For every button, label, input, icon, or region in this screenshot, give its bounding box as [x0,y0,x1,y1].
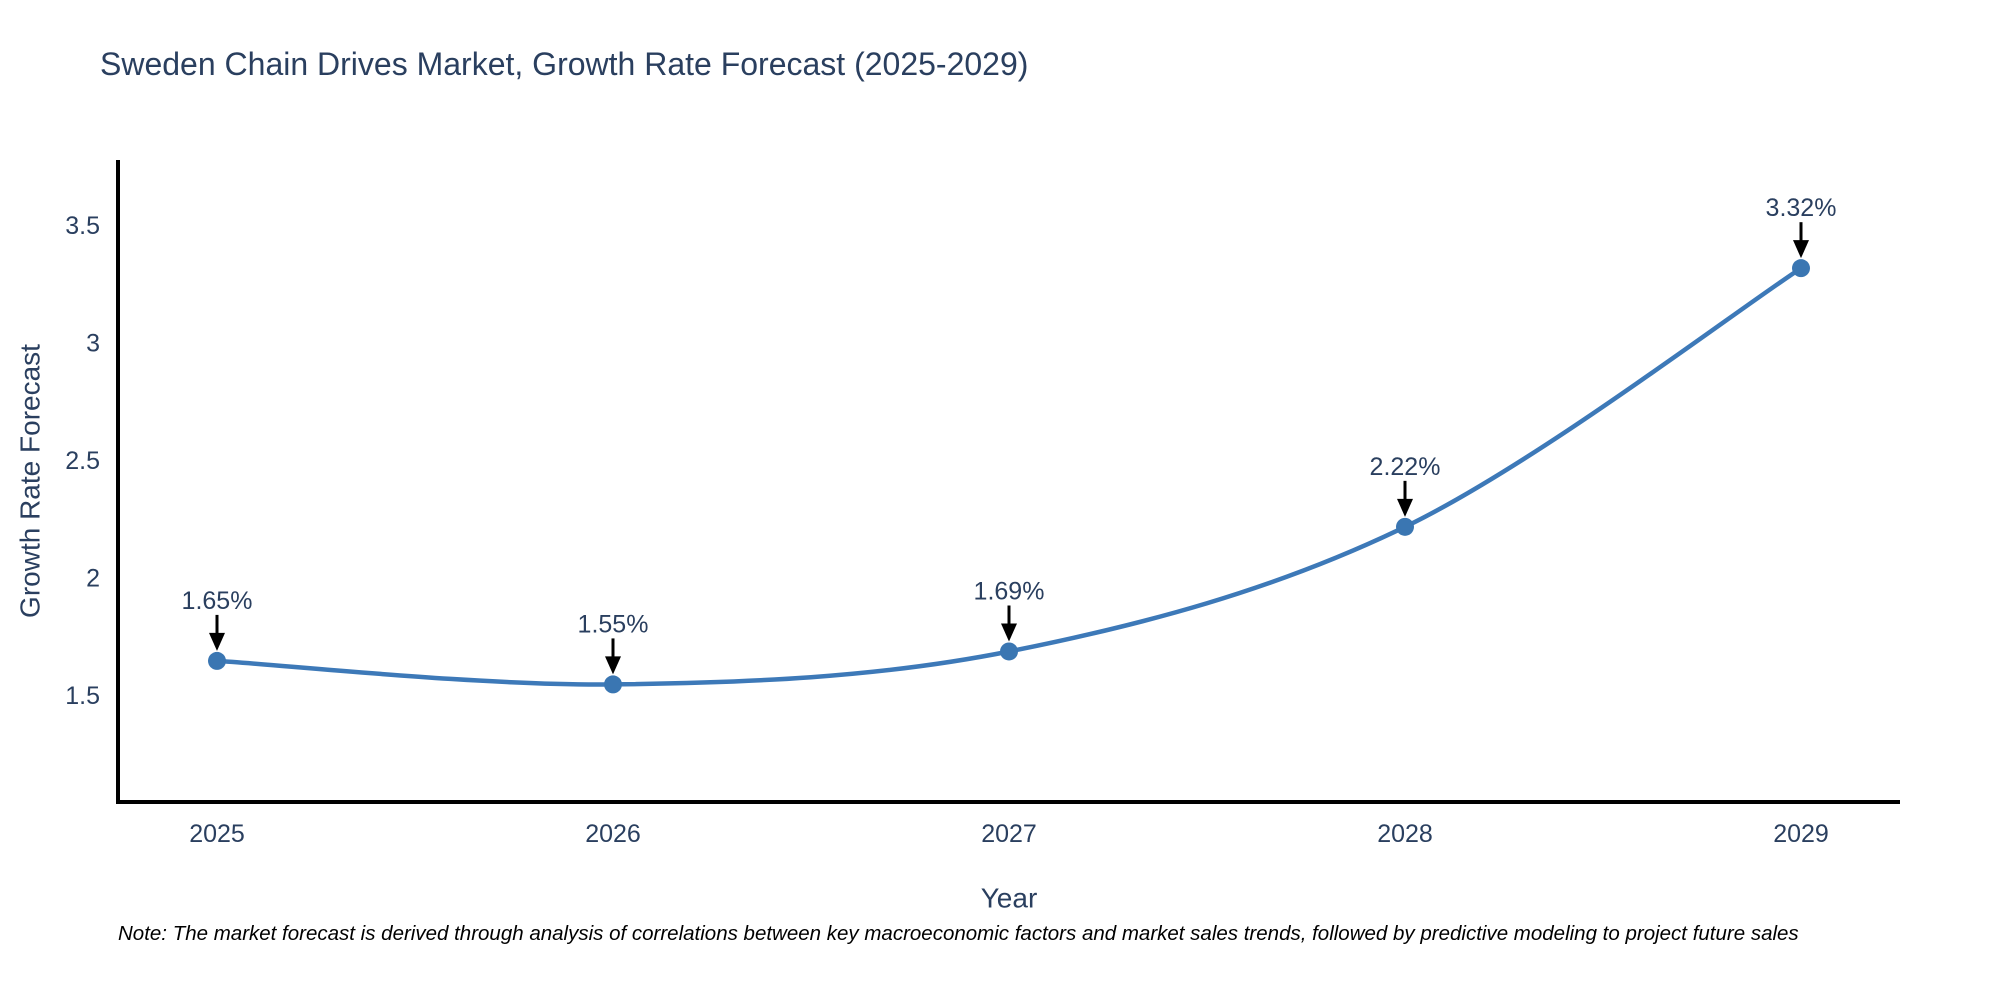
y-axis-title: Growth Rate Forecast [15,344,46,618]
x-tick-label: 2027 [981,820,1037,848]
y-tick-label: 3.5 [65,212,100,240]
data-point-marker [1792,259,1810,278]
annotation-label: 3.32% [1766,194,1837,222]
annotation-arrowhead-icon [1793,240,1809,259]
annotation-label: 2.22% [1370,453,1441,481]
x-tick-label: 2029 [1773,820,1829,848]
annotation-label: 1.65% [182,587,253,615]
x-tick-label: 2026 [585,820,641,848]
annotation-label: 1.69% [974,577,1045,605]
y-tick-label: 1.5 [65,682,100,710]
footnote: Note: The market forecast is derived thr… [118,922,1799,945]
x-tick-label: 2025 [189,820,245,848]
y-tick-label: 2 [86,565,100,593]
forecast-line [214,265,1804,687]
y-tick-label: 2.5 [65,447,100,475]
data-point-marker [604,675,622,694]
annotation-arrowhead-icon [209,632,225,651]
x-axis-title: Year [981,883,1038,914]
annotation-arrowhead-icon [605,656,621,675]
annotation-arrowhead-icon [1397,498,1413,517]
x-tick-label: 2028 [1377,820,1433,848]
y-tick-label: 3 [86,329,100,357]
chart-title: Sweden Chain Drives Market, Growth Rate … [100,46,1029,82]
data-point-marker [1000,642,1018,661]
annotation-arrowhead-icon [1001,623,1017,642]
data-point-marker [208,651,226,670]
annotation-label: 1.55% [578,610,649,638]
data-point-marker [1396,517,1414,536]
